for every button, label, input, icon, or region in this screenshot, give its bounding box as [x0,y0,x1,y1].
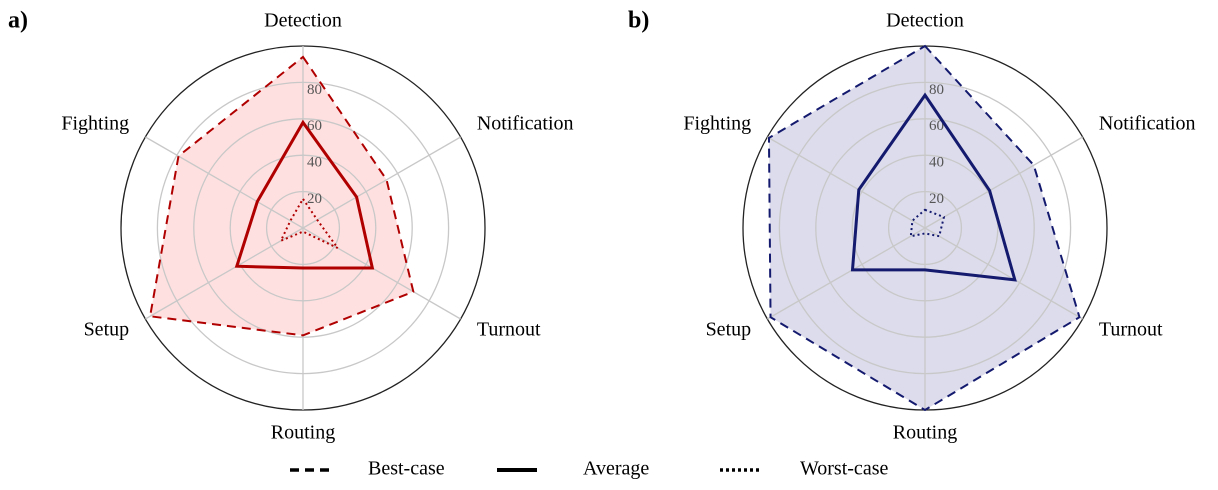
axis-label: Notification [1099,113,1196,135]
axis-label: Detection [264,10,342,32]
spoke [767,136,926,229]
legend-label: Best-case [368,458,445,480]
axis-label: Detection [886,10,964,32]
spoke [145,136,304,229]
r-tick-label: 20 [929,191,944,207]
series-line [850,92,1017,282]
r-tick-label: 80 [929,82,944,98]
legend-label: Average [583,458,649,480]
series-line [148,55,415,337]
series-line [234,119,375,270]
panel-label: b) [628,8,649,34]
spoke [924,227,1083,320]
axis-label: Turnout [477,319,541,341]
legend-label: Worst-case [800,458,888,480]
spoke [302,136,461,229]
area [150,56,414,336]
panel-label: a) [8,8,28,34]
spoke [302,227,461,320]
r-tick-label: 40 [307,155,322,171]
r-tick-label: 60 [929,118,944,134]
axis-label: Setup [84,319,130,341]
spoke [145,227,304,320]
r-tick-label: 60 [307,118,322,134]
axis-label: Fighting [683,113,751,135]
spoke [924,136,1083,229]
spoke [767,227,926,320]
series-line [767,44,1081,412]
axis-label: Turnout [1099,319,1163,341]
axis-label: Routing [893,422,957,444]
axis-label: Routing [271,422,335,444]
series-line [909,208,946,238]
axis-label: Fighting [61,113,129,135]
axis-label: Setup [706,319,752,341]
r-tick-label: 20 [307,191,322,207]
r-tick-label: 40 [929,155,944,171]
axis-label: Notification [477,113,574,135]
series-line [278,196,339,249]
r-tick-label: 80 [307,82,322,98]
